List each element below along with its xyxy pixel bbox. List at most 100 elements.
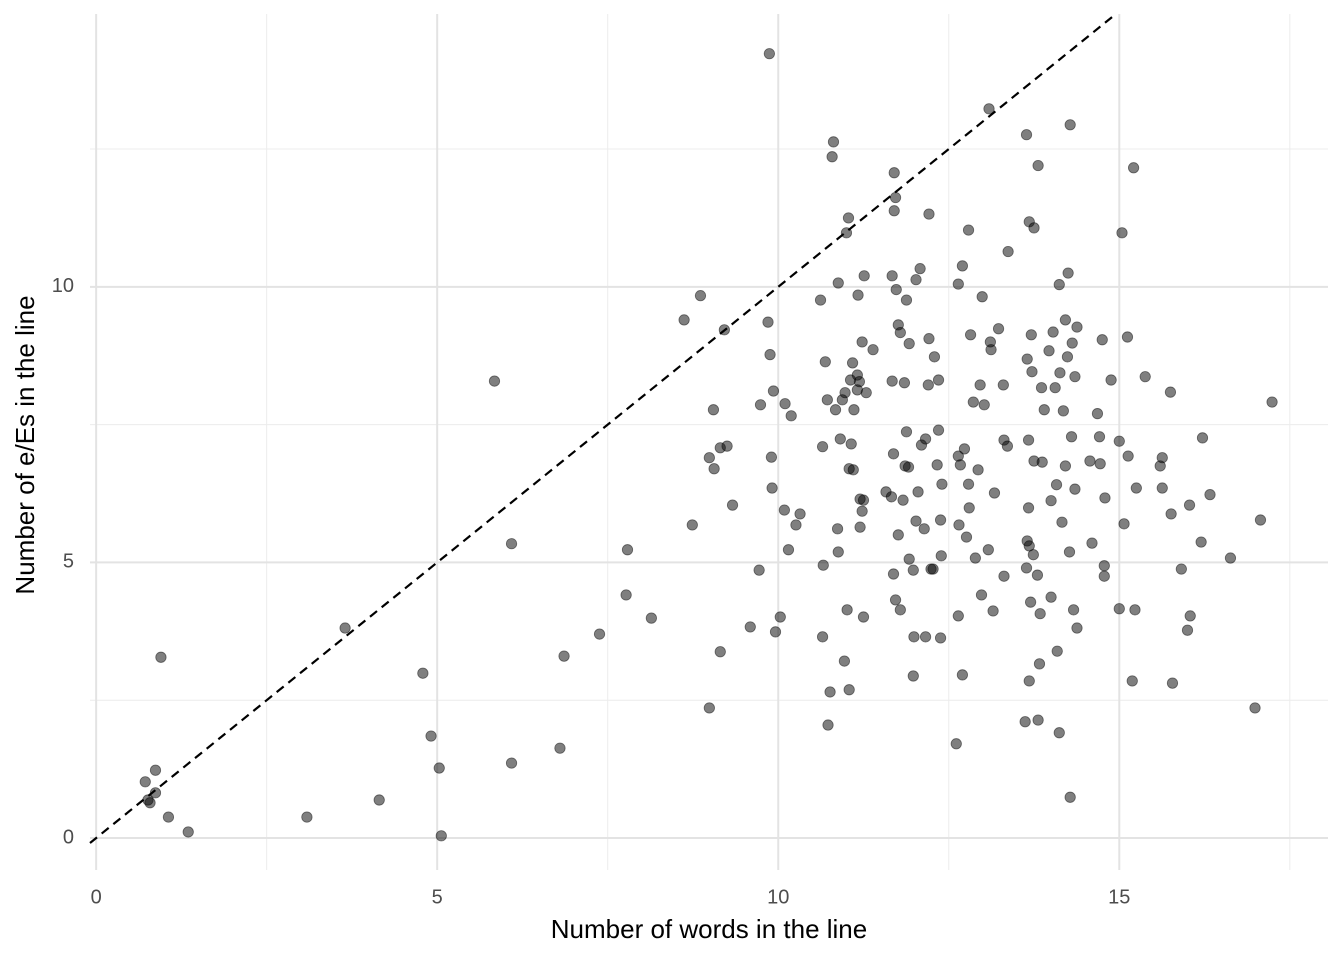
point: [922, 379, 934, 391]
point: [953, 519, 965, 531]
point: [829, 404, 842, 416]
point: [763, 48, 775, 60]
point: [886, 270, 898, 282]
point: [889, 594, 902, 606]
point: [908, 631, 920, 643]
point: [1057, 405, 1069, 417]
point: [842, 212, 855, 224]
point: [1064, 119, 1076, 131]
point: [860, 387, 872, 399]
y-tick-label: 5: [63, 551, 74, 573]
point: [1049, 382, 1061, 394]
point: [857, 494, 870, 506]
point: [1025, 596, 1037, 608]
point: [962, 478, 975, 490]
point: [149, 787, 162, 799]
point: [978, 399, 990, 411]
point: [1045, 495, 1057, 507]
point: [1196, 432, 1209, 444]
point: [1053, 727, 1065, 739]
point: [1099, 492, 1111, 504]
point: [972, 464, 984, 476]
point: [923, 208, 935, 220]
point: [898, 377, 911, 389]
point: [907, 564, 919, 576]
point: [1050, 479, 1063, 491]
point: [902, 461, 915, 473]
point: [1045, 591, 1057, 603]
point: [834, 433, 846, 445]
point: [832, 546, 844, 558]
point: [1059, 460, 1071, 472]
point: [1019, 716, 1031, 728]
point: [1022, 434, 1035, 446]
point: [754, 399, 767, 411]
point: [1002, 245, 1014, 258]
point: [744, 621, 756, 633]
point: [1116, 227, 1128, 239]
point: [778, 504, 790, 516]
point: [885, 491, 898, 503]
point: [1126, 675, 1138, 687]
point: [1028, 222, 1040, 234]
point: [1105, 374, 1117, 386]
point: [992, 323, 1005, 335]
point: [558, 650, 570, 662]
point: [1038, 404, 1050, 416]
point: [888, 167, 900, 179]
point: [931, 459, 943, 471]
point: [417, 667, 429, 679]
point: [1053, 279, 1065, 291]
point: [753, 564, 765, 576]
point: [954, 459, 966, 471]
point: [839, 387, 851, 399]
point: [769, 626, 782, 638]
point: [816, 631, 829, 643]
y-tick-label: 10: [52, 275, 74, 297]
x-tick-label: 15: [1108, 886, 1130, 908]
point: [1025, 329, 1037, 341]
point: [983, 103, 995, 115]
point: [934, 632, 947, 644]
point: [858, 270, 870, 282]
point: [162, 811, 175, 823]
point: [1098, 560, 1110, 572]
point: [826, 151, 838, 163]
point: [822, 719, 834, 731]
point: [714, 646, 726, 658]
point: [817, 559, 829, 571]
grid: [90, 14, 1328, 870]
point: [1020, 562, 1033, 574]
reference-line: [89, 13, 1117, 844]
point: [903, 553, 915, 565]
point: [974, 379, 986, 391]
point: [900, 426, 913, 438]
y-axis-title: Number of e/Es in the line: [10, 295, 40, 594]
point: [678, 314, 690, 326]
point: [1071, 622, 1083, 634]
point: [952, 278, 964, 290]
point: [907, 670, 919, 682]
point: [952, 610, 964, 622]
point: [425, 730, 437, 742]
point: [1061, 351, 1074, 363]
point: [1069, 371, 1081, 383]
point: [790, 519, 802, 531]
point: [1175, 563, 1187, 575]
point: [889, 191, 902, 204]
point: [1266, 396, 1278, 408]
point: [1121, 331, 1134, 343]
point: [694, 290, 707, 302]
point: [887, 448, 900, 460]
point: [1043, 345, 1055, 357]
point: [1064, 791, 1076, 803]
point: [932, 374, 945, 386]
point: [927, 563, 939, 575]
point: [958, 443, 971, 455]
point: [785, 410, 797, 422]
point: [856, 336, 868, 348]
point: [919, 433, 932, 445]
point: [182, 826, 194, 838]
point: [1128, 162, 1140, 174]
point: [1071, 321, 1083, 333]
